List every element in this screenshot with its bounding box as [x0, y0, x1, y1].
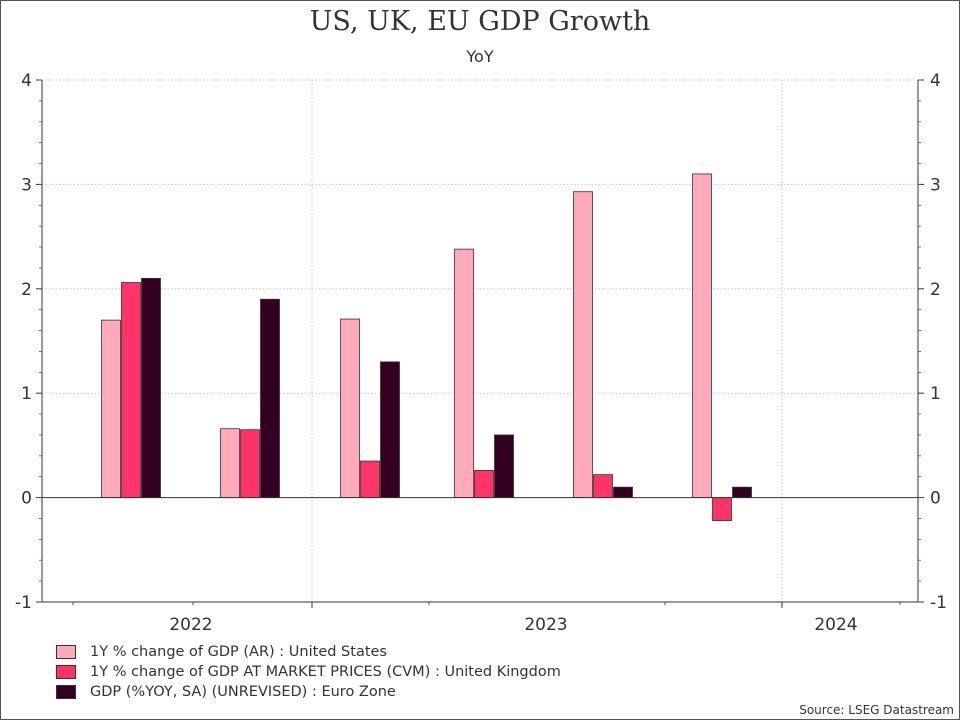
bar-ez: [494, 434, 514, 498]
legend-label: 1Y % change of GDP (AR) : United States: [90, 644, 387, 660]
y-tick-label-right: 1: [930, 384, 941, 404]
x-axis-label: 2023: [524, 615, 567, 635]
source-note: Source: LSEG Datastream: [799, 703, 954, 717]
bar-ez: [260, 298, 280, 498]
y-tick-label-right: 0: [930, 489, 941, 509]
y-tick-label-right: 4: [930, 71, 941, 91]
y-tick-label-right: -1: [930, 593, 947, 613]
legend-item: GDP (%YOY, SA) (UNREVISED) : Euro Zone: [56, 682, 561, 702]
legend-swatch: [56, 665, 76, 679]
legend-label: 1Y % change of GDP AT MARKET PRICES (CVM…: [90, 664, 561, 680]
bar-ez: [732, 486, 752, 499]
grid-layer: [42, 79, 918, 603]
y-tick-label-right: 3: [930, 175, 941, 195]
bars-layer: [101, 173, 752, 521]
legend: 1Y % change of GDP (AR) : United States 1…: [56, 642, 561, 702]
bar-uk: [593, 474, 613, 498]
y-tick-label-left: 2: [21, 280, 32, 300]
bar-us: [692, 173, 712, 499]
bar-us: [220, 428, 240, 499]
bar-us: [340, 318, 360, 498]
bar-ez: [141, 277, 161, 498]
chart-title: US, UK, EU GDP Growth: [309, 6, 651, 37]
legend-item: 1Y % change of GDP (AR) : United States: [56, 642, 561, 662]
bar-uk: [360, 460, 380, 498]
y-tick-label-left: 0: [21, 489, 32, 509]
y-tick-label-left: -1: [15, 593, 32, 613]
x-axis-label: 2022: [169, 615, 212, 635]
legend-item: 1Y % change of GDP AT MARKET PRICES (CVM…: [56, 662, 561, 682]
legend-swatch: [56, 685, 76, 699]
x-axis-label: 2024: [814, 615, 857, 635]
axes-layer: -1 -1 0 0 1 1 2 2 3 3 4 4 2022 2023 2024: [15, 71, 947, 635]
bar-uk: [474, 470, 494, 498]
legend-label: GDP (%YOY, SA) (UNREVISED) : Euro Zone: [90, 684, 396, 700]
y-tick-label-right: 2: [930, 280, 941, 300]
y-tick-label-left: 4: [21, 71, 32, 91]
bar-ez: [613, 486, 633, 499]
bar-uk: [712, 497, 732, 521]
bar-us: [573, 191, 593, 498]
chart-subtitle: YoY: [466, 47, 494, 66]
bar-us: [454, 248, 474, 499]
bar-uk: [240, 429, 260, 498]
bar-us: [101, 319, 121, 498]
legend-swatch: [56, 645, 76, 659]
bar-uk: [121, 282, 141, 499]
bar-ez: [380, 361, 400, 499]
y-tick-label-left: 3: [21, 175, 32, 195]
y-tick-label-left: 1: [21, 384, 32, 404]
